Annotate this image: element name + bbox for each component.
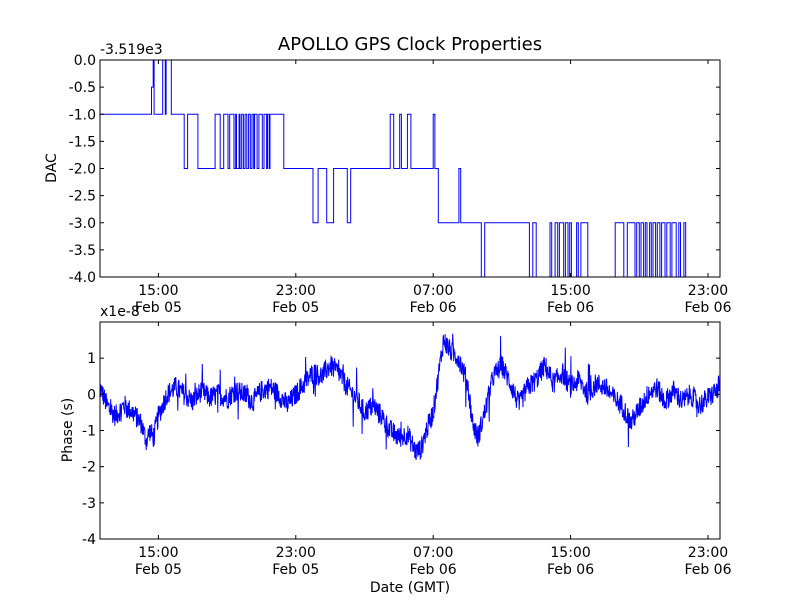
dac-ytick-label: -3.0 (69, 216, 96, 232)
dac-panel: -3.519e3 DAC 0.0 -0.5 -1.0 -1.5 -2.0 -2.5 -3.0… (44, 42, 732, 316)
phase-xtick-date: Feb 06 (410, 562, 457, 578)
dac-ticks-group: 0.0 -0.5 -1.0 -1.5 -2.0 -2.5 -3.0 -3.5 -4.0 15:00… (69, 53, 732, 316)
phase-panel: x1e-8 Phase (s) Date (GMT) 1 0 -1 -2 -3 -4 15:… (60, 304, 732, 596)
dac-ytick-label: -4.0 (69, 270, 96, 286)
dac-series-line (100, 60, 702, 277)
phase-ytick-label: -2 (82, 460, 96, 476)
dac-xtick-time: 07:00 (413, 283, 453, 299)
phase-xtick-time: 07:00 (413, 545, 453, 561)
phase-ytick-label: 0 (87, 387, 96, 403)
phase-ytick-label: 1 (87, 351, 96, 367)
dac-xtick-date: Feb 05 (135, 300, 182, 316)
dac-xtick-date: Feb 06 (547, 300, 594, 316)
phase-xtick-time: 23:00 (276, 545, 316, 561)
dac-ytick-label: -2.0 (69, 162, 96, 178)
chart-title: APOLLO GPS Clock Properties (278, 34, 542, 55)
dac-ytick-label: -2.5 (69, 189, 96, 205)
phase-offset-label: x1e-8 (100, 304, 140, 320)
phase-y-axis-label: Phase (s) (60, 398, 76, 462)
phase-x-axis-label: Date (GMT) (370, 580, 450, 596)
phase-xtick-time: 15:00 (550, 545, 590, 561)
phase-xtick-date: Feb 05 (272, 562, 319, 578)
dac-xtick-date: Feb 06 (684, 300, 731, 316)
dac-series-group (100, 60, 702, 277)
phase-series-line (100, 333, 720, 460)
dac-xtick-time: 23:00 (688, 283, 728, 299)
dac-xtick-date: Feb 06 (410, 300, 457, 316)
dac-xtick-time: 15:00 (138, 283, 178, 299)
dac-xtick-date: Feb 05 (272, 300, 319, 316)
phase-ytick-label: -3 (82, 496, 96, 512)
phase-axes-frame (99, 321, 721, 540)
phase-ytick-label: -4 (82, 532, 96, 548)
dac-ytick-label: -0.5 (69, 80, 96, 96)
dac-offset-label: -3.519e3 (100, 42, 163, 58)
phase-series-group (100, 333, 720, 460)
dac-y-axis-label: DAC (44, 153, 60, 183)
dac-axes-frame (99, 59, 721, 278)
phase-ytick-label: -1 (82, 424, 96, 440)
phase-xtick-date: Feb 05 (135, 562, 182, 578)
dac-ytick-label: -1.0 (69, 107, 96, 123)
dac-ytick-label: 0.0 (74, 53, 96, 69)
phase-xtick-date: Feb 06 (684, 562, 731, 578)
phase-xtick-date: Feb 06 (547, 562, 594, 578)
dac-xtick-time: 23:00 (276, 283, 316, 299)
dac-ytick-label: -3.5 (69, 243, 96, 259)
phase-xtick-time: 15:00 (138, 545, 178, 561)
dac-xtick-time: 15:00 (550, 283, 590, 299)
dac-ytick-label: -1.5 (69, 134, 96, 150)
phase-xtick-time: 23:00 (688, 545, 728, 561)
